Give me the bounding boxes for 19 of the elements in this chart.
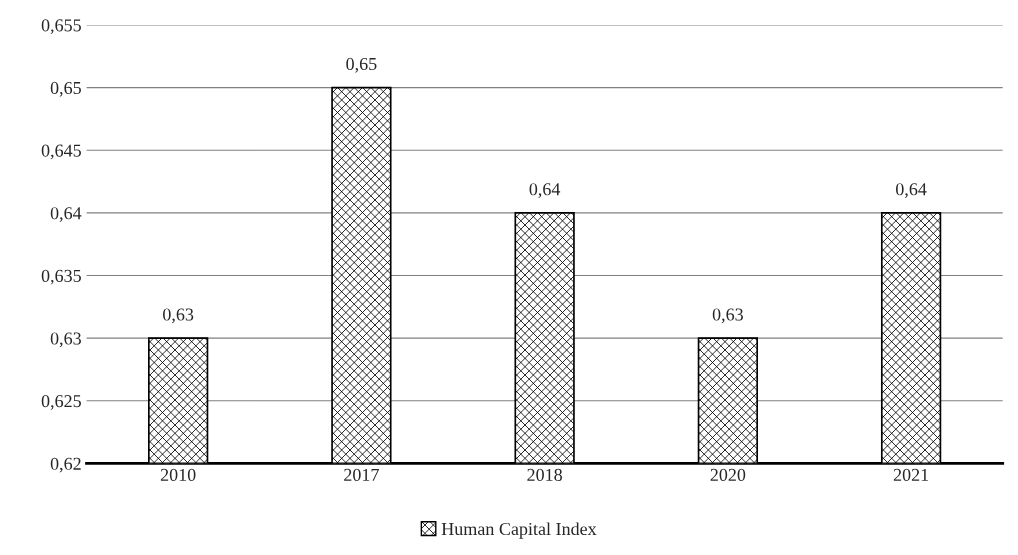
x-tick-label: 2021 — [893, 468, 929, 481]
y-tick-label: 0,65 — [50, 81, 81, 97]
y-tick-label: 0,655 — [41, 19, 81, 35]
data-label: 0,63 — [163, 308, 194, 324]
data-label: 0,63 — [712, 308, 743, 324]
data-label: 0,64 — [896, 183, 927, 198]
x-tick-label: 2020 — [710, 468, 746, 481]
y-tick-label: 0,645 — [41, 144, 81, 160]
y-tick-label: 0,63 — [50, 332, 81, 348]
y-tick-label: 0,62 — [50, 457, 81, 473]
y-tick-label: 0,635 — [41, 269, 81, 285]
data-label: 0,65 — [346, 57, 377, 73]
data-label: 0,64 — [529, 183, 561, 198]
x-tick-label: 2018 — [527, 468, 562, 481]
legend-label: Human Capital Index — [441, 522, 597, 539]
y-tick-label: 0,625 — [41, 395, 81, 410]
x-tick-label: 2017 — [344, 468, 379, 481]
y-tick-label: 0,64 — [50, 207, 82, 222]
x-tick-label: 2010 — [160, 468, 196, 481]
